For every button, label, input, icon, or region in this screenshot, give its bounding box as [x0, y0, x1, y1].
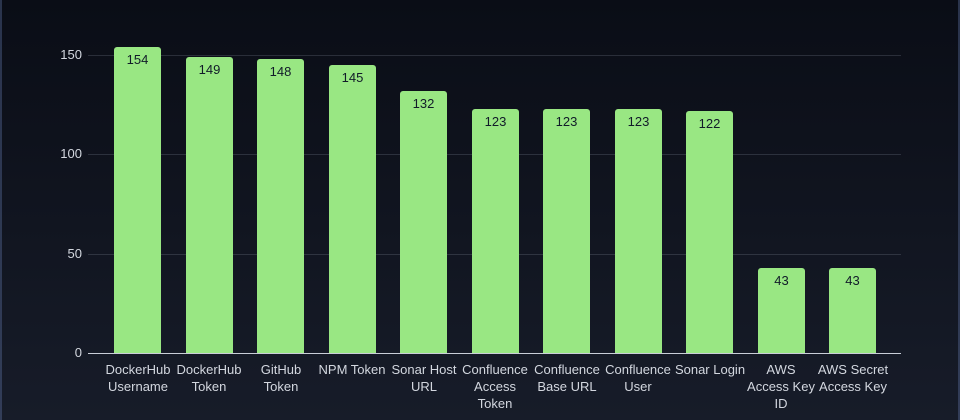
x-category-label-line: Base URL	[537, 379, 597, 394]
x-category-label-line: Confluence	[462, 362, 528, 377]
bar-value-label: 43	[774, 273, 789, 288]
x-category-label: Confluence Access Token	[447, 361, 543, 412]
bar-dockerhub-token: 149	[186, 57, 233, 353]
x-category-label-line: Confluence	[534, 362, 600, 377]
bar-value-label: 132	[412, 96, 435, 111]
x-category-label-line: Sonar Login	[674, 362, 746, 377]
bar-confluence-user: 123	[615, 109, 662, 353]
x-category-label-line: ID	[774, 396, 788, 411]
x-category-label-line: Access Key	[747, 379, 815, 394]
x-category-label-line: AWS Secret	[817, 362, 889, 377]
bar-github-token: 148	[257, 59, 304, 353]
x-category-label-line: Sonar Host	[391, 362, 457, 377]
bar-confluence-base-url: 123	[543, 109, 590, 353]
bar-value-label: 149	[198, 62, 221, 77]
x-category-label-line: DockerHub	[105, 362, 171, 377]
bar-value-label: 123	[555, 114, 578, 129]
x-category-label-line: Token	[191, 379, 227, 394]
x-category-label-line: DockerHub	[176, 362, 242, 377]
bar-value-label: 123	[484, 114, 507, 129]
bar-value-label: 122	[698, 116, 721, 131]
x-category-label: AWS Access Key ID	[733, 361, 829, 412]
bar-value-label: 154	[126, 52, 149, 67]
x-category-label-line: Token	[477, 396, 513, 411]
gridline	[88, 55, 901, 56]
bar-aws-access-key-id: 43	[758, 268, 805, 353]
x-category-label: AWS Secret Access Key	[805, 361, 901, 395]
x-axis-line	[88, 353, 901, 354]
bar-npm-token: 145	[329, 65, 376, 353]
x-category-label-line: User	[624, 379, 652, 394]
x-category-label-line: GitHub	[260, 362, 302, 377]
y-tick-label: 50	[67, 246, 82, 261]
x-category-label-line: Access Key	[819, 379, 887, 394]
x-category-label-line: NPM Token	[318, 362, 386, 377]
bar-value-label: 145	[341, 70, 364, 85]
x-category-label-line: Confluence	[605, 362, 671, 377]
y-tick-label: 150	[60, 47, 82, 62]
x-category-label: Confluence Base URL	[519, 361, 615, 395]
x-category-label-line: Access	[474, 379, 516, 394]
x-category-label: DockerHub Token	[161, 361, 257, 395]
bar-value-label: 43	[845, 273, 860, 288]
x-category-label-line: URL	[410, 379, 437, 394]
x-category-label: Sonar Login	[662, 361, 758, 378]
y-tick-label: 0	[74, 345, 82, 360]
x-category-label: Sonar Host URL	[376, 361, 472, 395]
bar-value-label: 148	[269, 64, 292, 79]
y-tick-label: 100	[60, 146, 82, 161]
x-category-label-line: Token	[263, 379, 299, 394]
bar-aws-secret-access-key: 43	[829, 268, 876, 353]
x-category-label: GitHub Token	[233, 361, 329, 395]
bar-dockerhub-username: 154	[114, 47, 161, 353]
bar-value-label: 123	[627, 114, 650, 129]
x-category-label-line: Username	[108, 379, 168, 394]
x-category-label-line: AWS	[766, 362, 796, 377]
x-category-label: DockerHub Username	[90, 361, 186, 395]
bar-confluence-access-token: 123	[472, 109, 519, 353]
x-category-label: Confluence User	[590, 361, 686, 395]
bar-sonar-host-url: 132	[400, 91, 447, 353]
x-category-label: NPM Token	[304, 361, 400, 378]
bar-sonar-login: 122	[686, 111, 733, 353]
